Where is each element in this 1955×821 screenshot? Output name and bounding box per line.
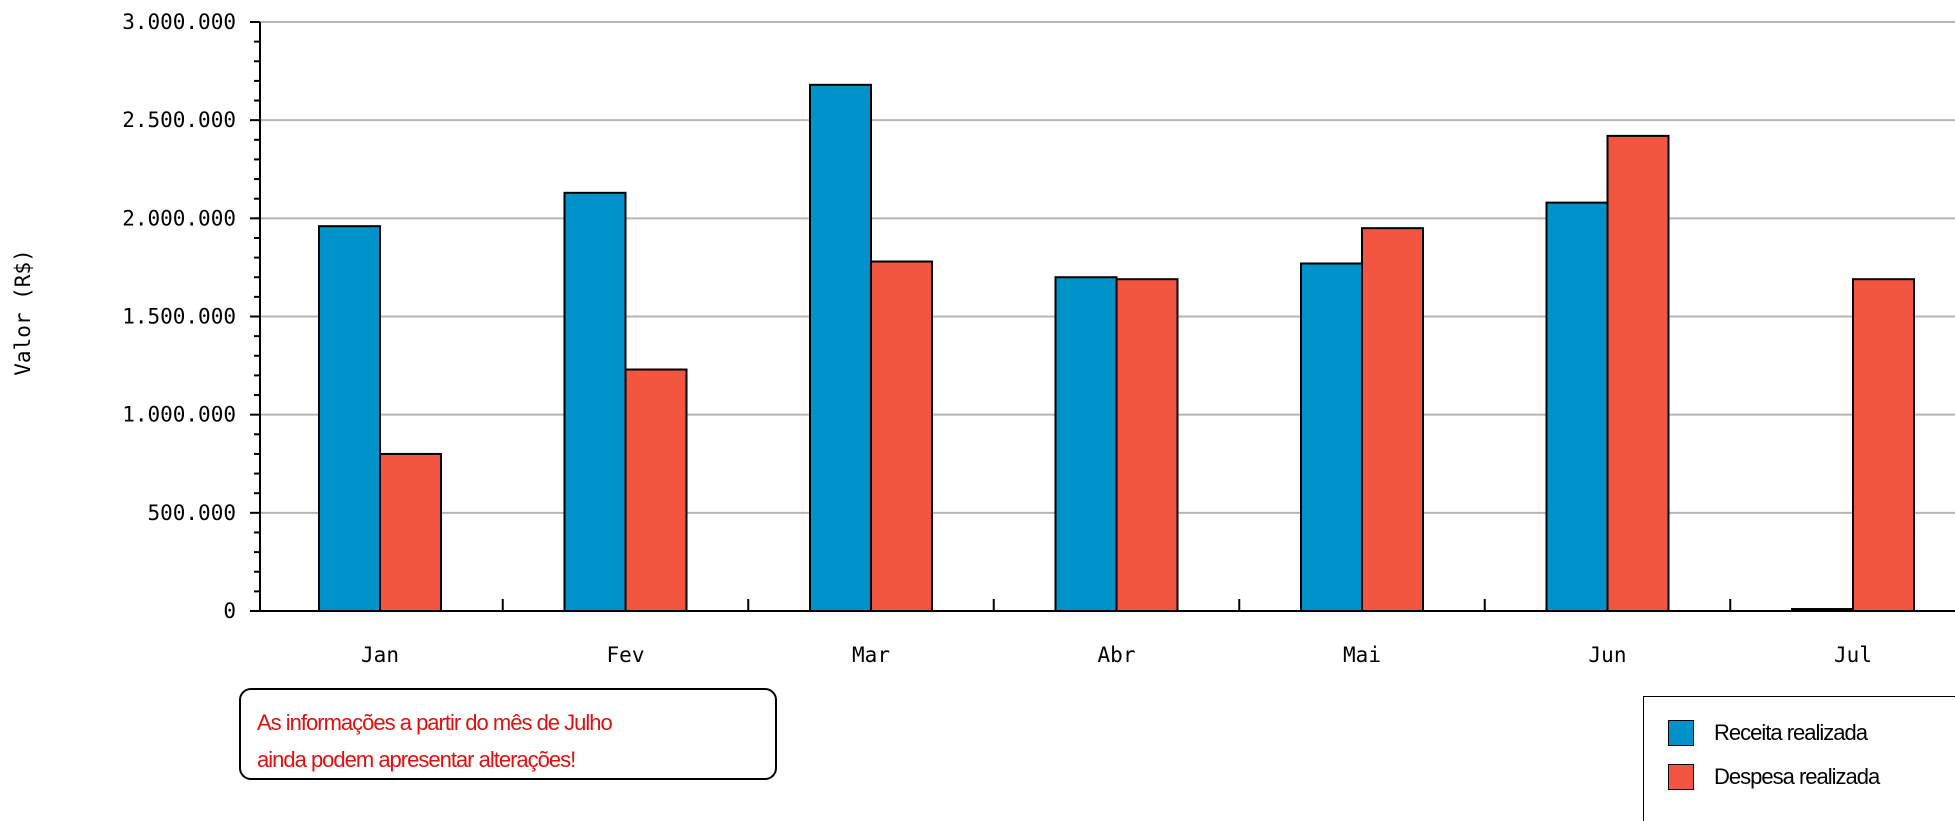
x-tick-label: Mar <box>852 643 890 667</box>
legend-label-despesa: Despesa realizada <box>1714 764 1880 789</box>
x-tick-label: Jan <box>361 643 399 667</box>
notice-line-1: As informações a partir do mês de Julho <box>257 710 613 735</box>
notice-box: As informações a partir do mês de Julho … <box>239 688 777 780</box>
bar-despesa-jun <box>1606 134 1670 613</box>
y-tick-label: 2.000.000 <box>122 206 236 230</box>
y-axis-title: Valor (R$) <box>11 249 35 375</box>
bar-despesa-jul <box>1852 278 1915 612</box>
y-tick-label: 500.000 <box>147 501 236 525</box>
bar-receita-jan <box>318 225 381 612</box>
x-tick-label: Mai <box>1343 643 1381 667</box>
legend-item-receita: Receita realizada <box>1668 711 1955 755</box>
bar-receita-mai <box>1300 262 1363 612</box>
legend-item-despesa: Despesa realizada <box>1668 755 1955 799</box>
bar-despesa-mai <box>1361 227 1424 612</box>
legend-swatch-receita <box>1668 720 1694 746</box>
x-tick-label: Abr <box>1098 643 1136 667</box>
y-tick-label: 3.000.000 <box>122 10 236 34</box>
bar-receita-abr <box>1054 276 1118 612</box>
y-tick-label: 2.500.000 <box>122 108 236 132</box>
y-tick-label: 1.500.000 <box>122 305 236 329</box>
legend-swatch-despesa <box>1668 764 1694 790</box>
x-tick-label: Jul <box>1834 643 1872 667</box>
bar-despesa-abr <box>1115 278 1179 612</box>
bar-receita-fev <box>563 191 627 612</box>
y-tick-label: 0 <box>223 599 236 623</box>
notice-line-2: ainda podem apresentar alterações! <box>257 747 576 772</box>
x-tick-label: Jun <box>1589 643 1627 667</box>
bar-receita-jun <box>1545 201 1609 612</box>
bar-despesa-jan <box>379 452 442 612</box>
y-tick-label: 1.000.000 <box>122 403 236 427</box>
legend-label-receita: Receita realizada <box>1714 720 1868 745</box>
bar-receita-mar <box>809 83 872 613</box>
bar-despesa-fev <box>624 368 688 613</box>
x-tick-label: Fev <box>607 643 645 667</box>
bar-despesa-mar <box>870 260 933 612</box>
chart-legend: Receita realizada Despesa realizada <box>1643 696 1955 821</box>
